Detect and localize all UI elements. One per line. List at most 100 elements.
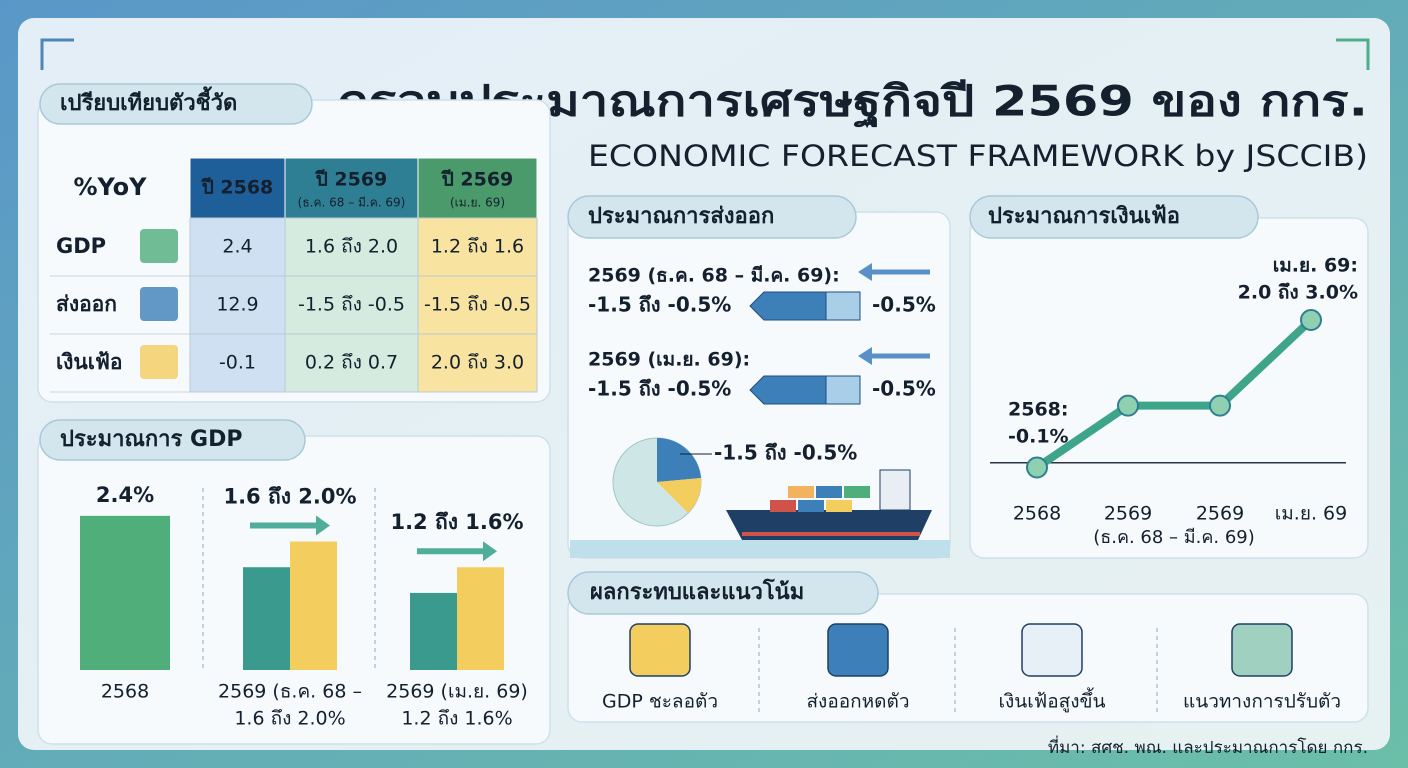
- pie-slice: [657, 437, 701, 482]
- panel-title: ผลกระทบและแนวโน้ม: [590, 578, 804, 605]
- impact-label: แนวทางการปรับตัว: [1183, 691, 1341, 713]
- line-chart: 2568 2568: -0.1% 2569 2569 เม.ย. 69 เม.ย. 69: 2…: [990, 255, 1358, 548]
- corner: [40, 38, 74, 70]
- direction-arrow-head: [858, 263, 872, 281]
- impact-label: เงินเฟ้อสูงขึ้น: [999, 688, 1106, 713]
- cell-text: 2.4: [222, 236, 252, 258]
- panel-title: ประมาณการ GDP: [60, 427, 242, 452]
- value-label: 1.6 ถึง 2.0%: [223, 485, 356, 509]
- corner: [1336, 38, 1370, 70]
- x-label: 2568: [1013, 503, 1061, 525]
- cell-text: 2.0 ถึง 3.0: [431, 352, 524, 374]
- pill: [567, 195, 857, 239]
- container: [788, 486, 814, 498]
- item-range: -1.5 ถึง -0.5%: [588, 377, 731, 401]
- cell: [417, 275, 538, 335]
- row-icon: [140, 229, 178, 263]
- bar: [243, 567, 290, 670]
- x-label: 2569: [1196, 503, 1244, 525]
- impact-label: ส่งออกหดตัว: [806, 691, 909, 713]
- x-label: เม.ย. 69: [1275, 503, 1347, 525]
- item-label: 2569 (เม.ย. 69):: [588, 349, 750, 371]
- impact-label: GDP ชะลอตัว: [602, 691, 718, 713]
- cell: [284, 217, 419, 277]
- ship-icon: [570, 469, 950, 558]
- trend-arrow-head: [483, 541, 497, 562]
- x-label: 2569 (ธ.ค. 68 –: [218, 681, 362, 703]
- point: [1300, 309, 1322, 331]
- x-label: 2568: [101, 681, 149, 703]
- impact-icon: [629, 623, 691, 677]
- panel-title: เปรียบเทียบตัวชี้วัด: [60, 86, 237, 116]
- bar: [80, 515, 170, 670]
- point: [1117, 394, 1139, 417]
- bridge: [879, 469, 911, 511]
- bar: [457, 567, 504, 670]
- panel: [567, 593, 1369, 723]
- cell-text: 1.2 ถึง 1.6: [431, 236, 524, 258]
- column-header: ปี 2568: [201, 177, 273, 199]
- cell-text: 0.2 ถึง 0.7: [305, 352, 398, 374]
- item-label: 2569 (ธ.ค. 68 – มี.ค. 69):: [588, 265, 840, 287]
- cell-text: -1.5 ถึง -0.5: [424, 294, 531, 316]
- bar-chart: 2.4% 2568 1.6 ถึง 2.0% 2569 (ธ.ค. 68 – 1.6 ถ…: [80, 483, 528, 730]
- container: [816, 486, 842, 498]
- point: [1209, 394, 1231, 417]
- row-label: GDP: [56, 234, 106, 258]
- bar: [290, 541, 337, 670]
- row-icon: [140, 287, 178, 321]
- impact-icon: [1231, 623, 1293, 677]
- bar: [410, 592, 457, 670]
- cell: [189, 275, 286, 335]
- container: [798, 500, 824, 512]
- item-end: -0.5%: [872, 377, 936, 401]
- cell-text: -0.1: [219, 352, 256, 374]
- column-header: ปี 2569: [315, 169, 387, 191]
- container: [770, 500, 796, 512]
- row-label: เงินเฟ้อ: [56, 350, 122, 374]
- impact-list: GDP ชะลอตัว ส่งออกหดตัว เงินเฟ้อสูงขึ้น แนว…: [602, 623, 1341, 713]
- x-label: 2569 (เม.ย. 69): [386, 681, 528, 703]
- source: ที่มา: สศช. พณ. และประมาณการโดย กกร.: [1048, 735, 1368, 758]
- cell-text: 1.6 ถึง 2.0: [305, 236, 398, 258]
- cell: [284, 333, 419, 393]
- pie-icon: [612, 437, 712, 527]
- pill: [39, 419, 306, 461]
- range-bar-end: [825, 291, 861, 321]
- subtitle: ECONOMIC FORECAST FRAMEWORK by JSCCIB): [588, 139, 1368, 173]
- column-header: ปี 2569: [441, 169, 513, 191]
- column-note: (ธ.ค. 68 – มี.ค. 69): [298, 196, 406, 210]
- point-label: 2.0 ถึง 3.0%: [1238, 282, 1358, 304]
- point-label: -0.1%: [1008, 426, 1069, 448]
- container: [844, 486, 870, 498]
- impact-icon: [827, 623, 889, 677]
- container: [826, 500, 852, 512]
- cell-text: 12.9: [216, 294, 258, 316]
- x-label: 2569: [1104, 503, 1152, 525]
- cell: [417, 333, 538, 393]
- pill: [39, 83, 313, 125]
- pie-label: -1.5 ถึง -0.5%: [714, 441, 857, 465]
- panel-title: ประมาณการส่งออก: [588, 204, 774, 229]
- x-sublabel: 1.2 ถึง 1.6%: [401, 708, 512, 730]
- impact-icon: [1021, 623, 1083, 677]
- row-icon: [140, 345, 178, 379]
- pie-slice: [657, 478, 702, 513]
- x-sublabel: 1.6 ถึง 2.0%: [234, 708, 345, 730]
- x-note: (ธ.ค. 68 – มี.ค. 69): [1093, 527, 1255, 548]
- item-range: -1.5 ถึง -0.5%: [588, 293, 731, 317]
- row-label: ส่งออก: [56, 292, 117, 316]
- direction-arrow-head: [858, 347, 872, 365]
- cell-text: -1.5 ถึง -0.5: [298, 294, 405, 316]
- range-bar: [749, 291, 827, 321]
- water: [570, 540, 950, 558]
- point-label: เม.ย. 69:: [1273, 255, 1358, 277]
- column-note: (เม.ย. 69): [450, 196, 505, 210]
- table: %YoY ปี 2568 ปี 2569 (ธ.ค. 68 – มี.ค. 69) ปี…: [50, 157, 538, 393]
- point: [1026, 456, 1048, 479]
- column-header: %YoY: [73, 173, 147, 201]
- trend-arrow-head: [316, 515, 330, 536]
- range-bar-end: [825, 375, 861, 405]
